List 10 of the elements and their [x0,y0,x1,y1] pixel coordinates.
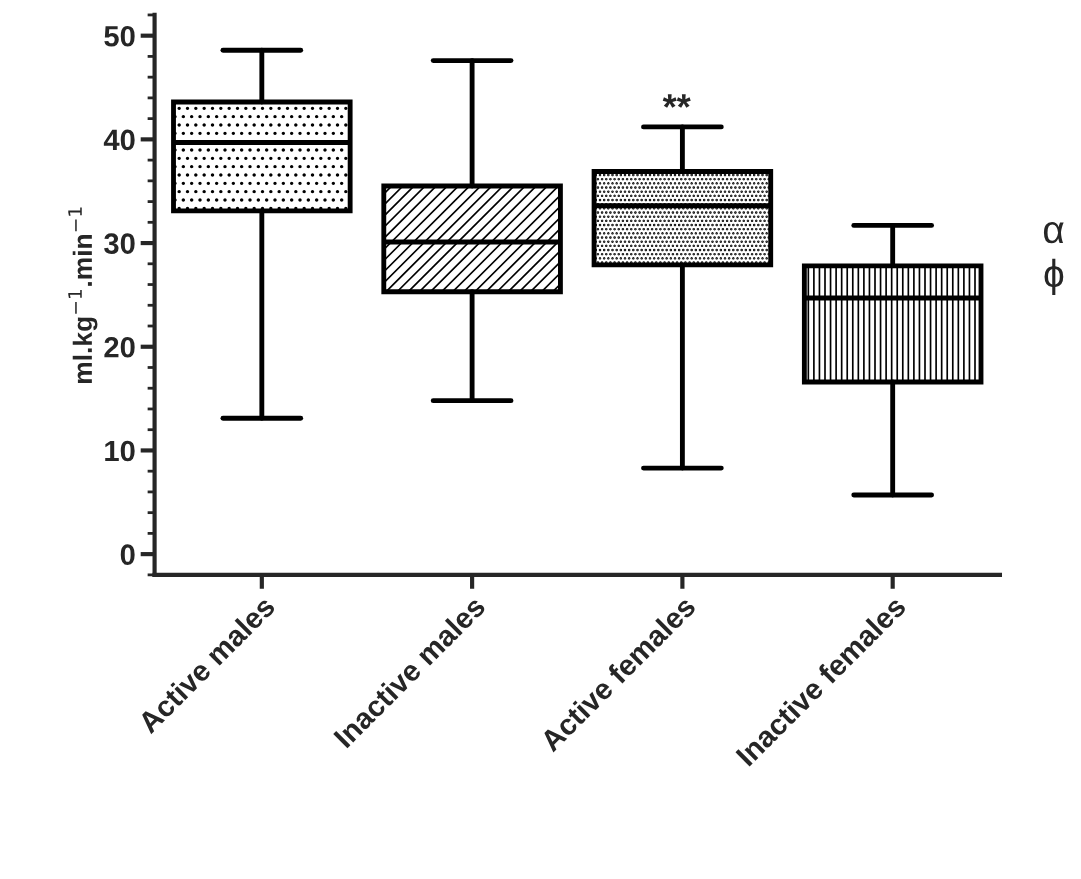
y-tick-label: 40 [103,129,135,151]
y-tick-label: 50 [104,25,135,47]
y-axis-title: ml.kg$^{−1}$.min$^{−1}$ [68,207,98,384]
y-tick-label: 0 [120,544,135,565]
y-tick-label: 20 [104,336,135,358]
y-tick-label: 10 [105,440,135,462]
y-tick-label: 30 [104,233,135,254]
annotation: ** [662,94,691,108]
text: ϕ [1044,258,1064,296]
text: α [1043,222,1064,244]
